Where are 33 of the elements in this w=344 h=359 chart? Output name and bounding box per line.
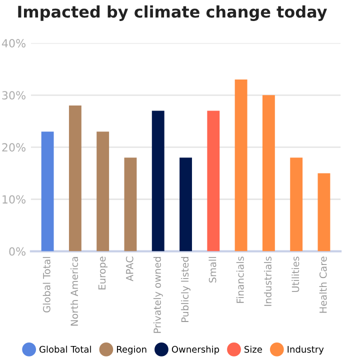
bar <box>68 106 82 252</box>
legend-label: Region <box>117 346 146 354</box>
bar <box>96 132 110 252</box>
x-tick-label: North America <box>70 257 78 326</box>
x-tick-label: Europe <box>98 256 108 290</box>
y-tick-label: 10% <box>2 195 26 204</box>
bar <box>318 173 330 252</box>
y-tick-label: 0% <box>9 247 26 256</box>
bar <box>262 95 275 252</box>
legend-label: Size <box>244 346 262 353</box>
x-tick-label: Privately owned <box>153 257 163 333</box>
bar <box>180 158 192 252</box>
bar <box>290 158 303 252</box>
legend-label: Ownership <box>172 346 220 354</box>
legend-label: Industry <box>288 346 324 354</box>
x-tick-label: Health Care <box>319 256 327 313</box>
y-tick-label: 40% <box>2 39 26 48</box>
bar <box>124 158 137 252</box>
bar <box>207 110 220 252</box>
x-tick-label: Small <box>208 257 216 283</box>
bar <box>152 110 164 252</box>
y-tick-label: 20% <box>2 143 26 152</box>
x-tick-label: Industrials <box>264 256 272 306</box>
chart-title: Impacted by climate change today <box>18 5 327 21</box>
bar <box>41 132 54 252</box>
x-tick-label: Utilities <box>292 256 300 292</box>
legend-label: Global Total <box>40 346 91 353</box>
bar <box>234 80 248 252</box>
x-tick-label: Publicly listed <box>181 257 190 322</box>
x-tick-label: Financials <box>236 256 244 303</box>
x-tick-label: Global Total <box>42 257 50 312</box>
x-tick-label: APAC <box>126 256 134 282</box>
y-tick-label: 30% <box>2 91 26 100</box>
